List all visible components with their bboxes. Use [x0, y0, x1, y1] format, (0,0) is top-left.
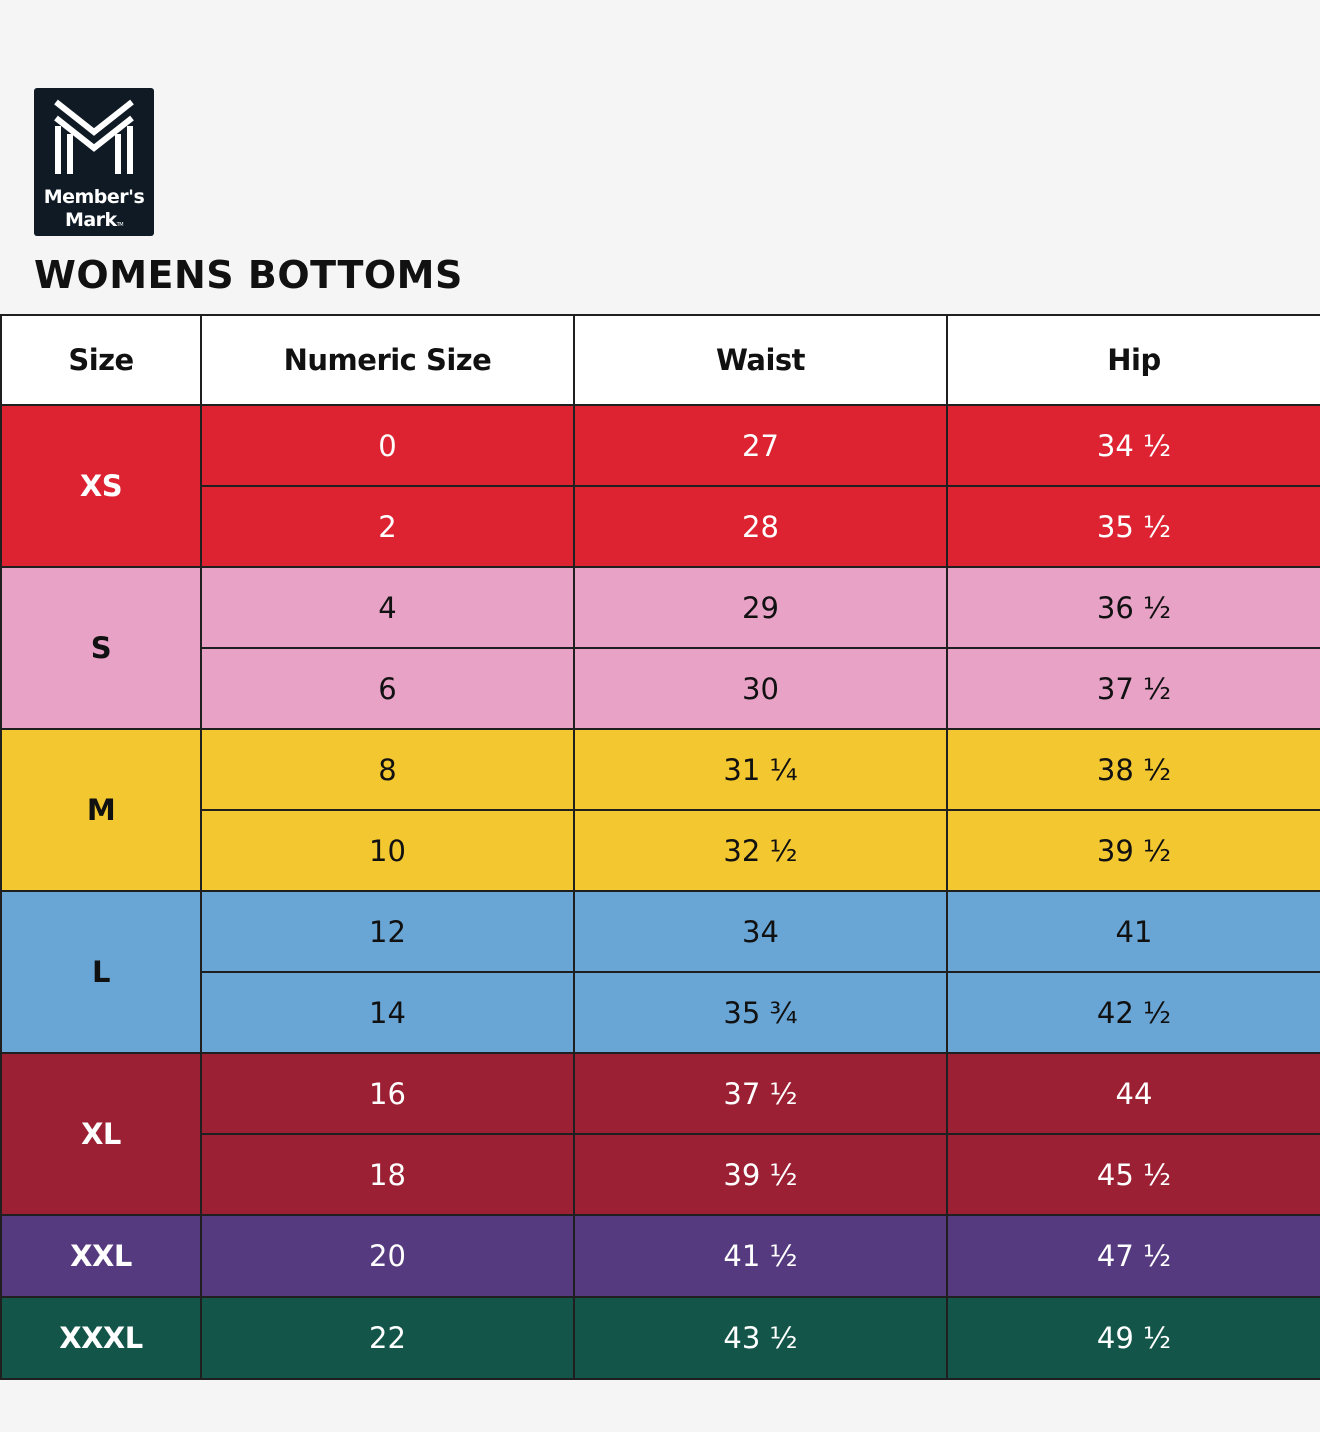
waist-cell: 43 ½ [573, 1296, 948, 1380]
header-hip: Hip [946, 314, 1320, 406]
size-label-cell: L [0, 890, 202, 1054]
waist-cell: 35 ¾ [573, 971, 948, 1054]
header-size: Size [0, 314, 202, 406]
table-row: 14 35 ¾ 42 ½ [1, 971, 1320, 1054]
numeric-size-cell: 10 [200, 809, 575, 892]
size-label-cell: XXXL [0, 1296, 202, 1380]
waist-cell: 30 [573, 647, 948, 730]
table-row: 10 32 ½ 39 ½ [1, 809, 1320, 892]
waist-cell: 32 ½ [573, 809, 948, 892]
table-row: XL 16 37 ½ 44 [0, 1052, 1320, 1216]
table-row: XXXL 22 43 ½ 49 ½ [0, 1296, 1320, 1380]
numeric-size-cell: 14 [200, 971, 575, 1054]
hip-cell: 39 ½ [946, 809, 1320, 892]
numeric-size-cell: 6 [200, 647, 575, 730]
brand-logo [34, 88, 154, 236]
size-label-cell: XL [0, 1052, 202, 1216]
hip-cell: 49 ½ [946, 1296, 1320, 1380]
hip-cell: 47 ½ [946, 1214, 1320, 1298]
size-label-cell: XXL [0, 1214, 202, 1298]
size-chart-body: XS 0 27 34 ½ 2 28 35 ½ S 4 29 36 ½ 6 30 37 ½ M 8 31 ¼ 38 … [0, 404, 1320, 1380]
waist-cell: 31 ¼ [573, 728, 948, 811]
hip-cell: 45 ½ [946, 1133, 1320, 1216]
waist-cell: 37 ½ [573, 1052, 948, 1135]
m-monogram-icon [54, 99, 134, 174]
table-row: 18 39 ½ 45 ½ [1, 1133, 1320, 1216]
numeric-size-cell: 12 [200, 890, 575, 973]
header-waist: Waist [573, 314, 948, 406]
table-row: XS 0 27 34 ½ [0, 404, 1320, 568]
numeric-size-cell: 4 [200, 566, 575, 649]
waist-cell: 41 ½ [573, 1214, 948, 1298]
numeric-size-cell: 18 [200, 1133, 575, 1216]
size-label-cell: XS [0, 404, 202, 568]
hip-cell: 42 ½ [946, 971, 1320, 1054]
waist-cell: 28 [573, 485, 948, 568]
hip-cell: 41 [946, 890, 1320, 973]
waist-cell: 27 [573, 404, 948, 487]
table-row: M 8 31 ¼ 38 ½ [0, 728, 1320, 892]
waist-cell: 29 [573, 566, 948, 649]
brand-name-line2: MarkTM [34, 209, 154, 236]
table-row: S 4 29 36 ½ [0, 566, 1320, 730]
hip-cell: 38 ½ [946, 728, 1320, 811]
hip-cell: 36 ½ [946, 566, 1320, 649]
page-title: WOMENS BOTTOMS [34, 253, 463, 297]
hip-cell: 34 ½ [946, 404, 1320, 487]
size-chart-table: Size Numeric Size Waist Hip XS 0 27 34 ½ 2 28… [0, 314, 1320, 1380]
numeric-size-cell: 22 [200, 1296, 575, 1380]
brand-name-mark: Mark [64, 209, 117, 231]
numeric-size-cell: 8 [200, 728, 575, 811]
numeric-size-cell: 2 [200, 485, 575, 568]
size-label-cell: M [0, 728, 202, 892]
waist-cell: 34 [573, 890, 948, 973]
brand-name-line1: Member's [43, 186, 145, 208]
waist-cell: 39 ½ [573, 1133, 948, 1216]
table-row: 2 28 35 ½ [1, 485, 1320, 568]
table-row: L 12 34 41 [0, 890, 1320, 1054]
numeric-size-cell: 20 [200, 1214, 575, 1298]
header-numeric-size: Numeric Size [200, 314, 575, 406]
table-row: 6 30 37 ½ [1, 647, 1320, 730]
numeric-size-cell: 0 [200, 404, 575, 487]
numeric-size-cell: 16 [200, 1052, 575, 1135]
trademark-symbol: TM [116, 222, 124, 228]
size-label-cell: S [0, 566, 202, 730]
hip-cell: 44 [946, 1052, 1320, 1135]
hip-cell: 35 ½ [946, 485, 1320, 568]
hip-cell: 37 ½ [946, 647, 1320, 730]
table-row: XXL 20 41 ½ 47 ½ [0, 1214, 1320, 1298]
header-row: Size Numeric Size Waist Hip [0, 314, 1320, 406]
